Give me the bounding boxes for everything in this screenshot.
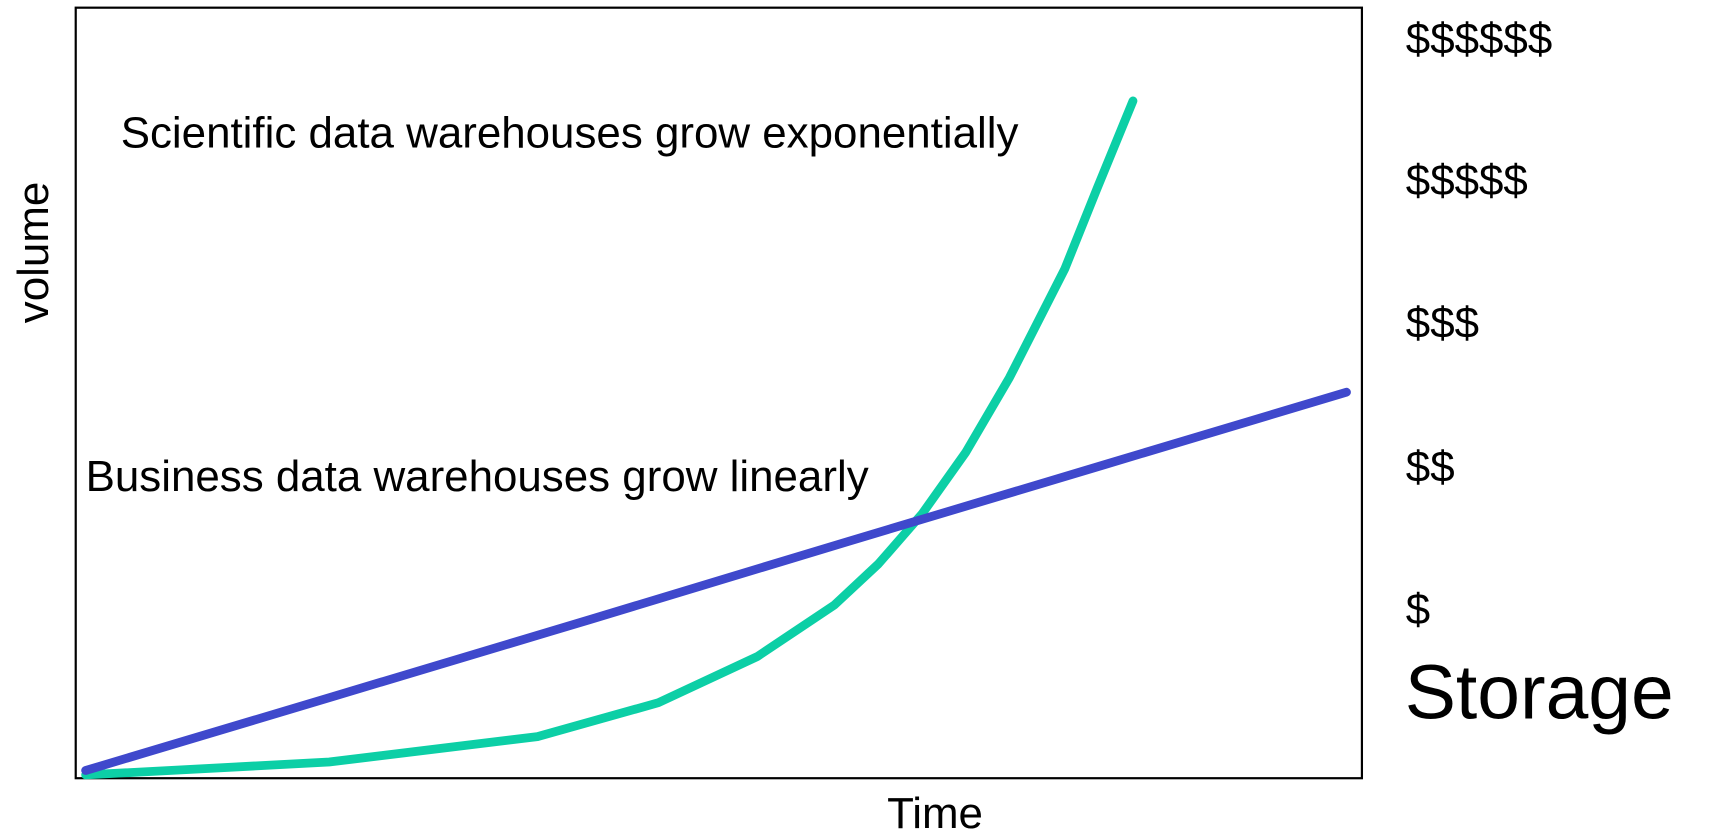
annotation: Business data warehouses grow linearly bbox=[86, 452, 869, 501]
y-axis-label: volume bbox=[9, 182, 58, 324]
annotation: Scientific data warehouses grow exponent… bbox=[121, 109, 1019, 158]
storage-level: $$$$$$ bbox=[1406, 14, 1552, 63]
plot-frame bbox=[74, 6, 1364, 780]
data-line bbox=[81, 96, 1138, 780]
storage-level: $$$$$ bbox=[1406, 156, 1528, 205]
storage-label: Storage bbox=[1405, 649, 1674, 735]
storage-level: $ bbox=[1406, 585, 1430, 634]
x-axis-label: Time bbox=[887, 789, 983, 832]
storage-level: $$$ bbox=[1406, 299, 1479, 348]
data-line bbox=[81, 387, 1351, 775]
storage-level: $$ bbox=[1406, 442, 1455, 491]
